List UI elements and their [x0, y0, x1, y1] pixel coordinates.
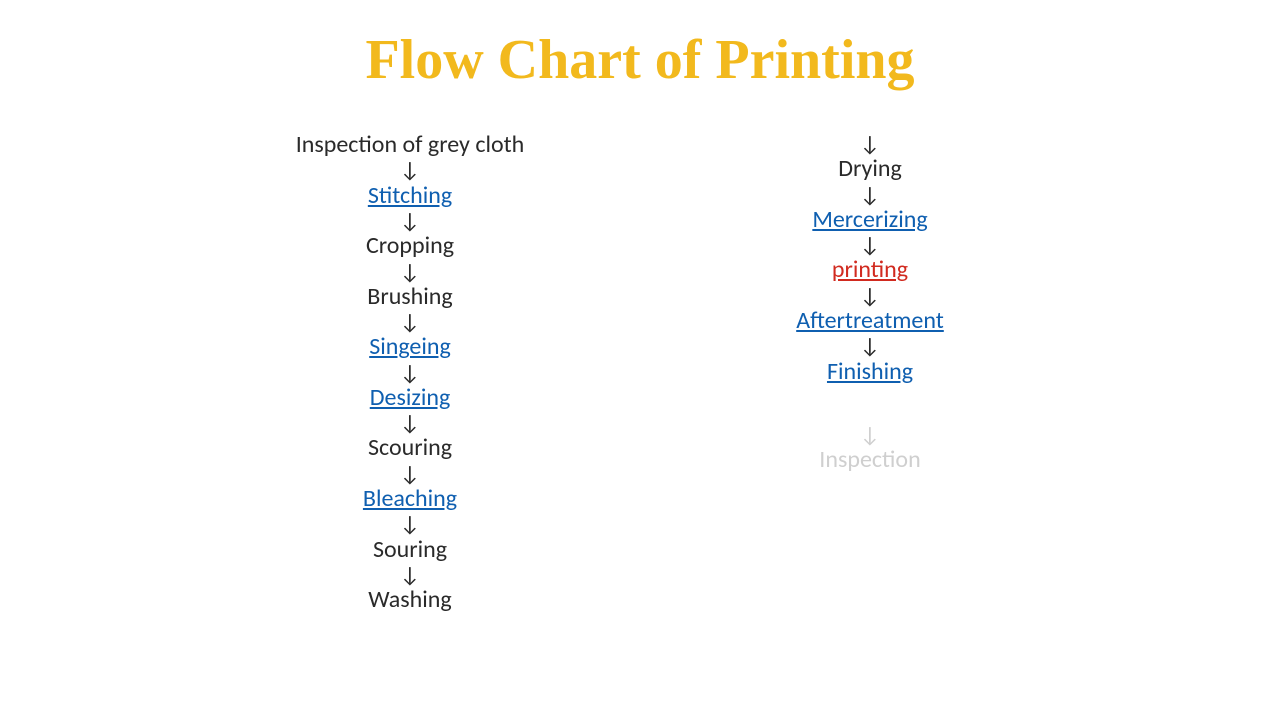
arrow-down-icon: ↓	[860, 132, 880, 156]
arrow-down-icon: ↓	[860, 334, 880, 358]
flowchart-container: Inspection of grey cloth↓Stitching↓Cropp…	[0, 132, 1280, 614]
arrow-down-icon: ↓	[860, 233, 880, 257]
flowchart-step: Scouring	[368, 435, 452, 461]
arrow-down-icon: ↓	[400, 310, 420, 334]
arrow-down-icon: ↓	[400, 411, 420, 435]
arrow-down-icon: ↓	[860, 423, 880, 447]
flowchart-step[interactable]: printing	[832, 257, 908, 283]
flowchart-step: Inspection of grey cloth	[296, 132, 525, 158]
arrow-down-icon: ↓	[400, 260, 420, 284]
arrow-down-icon: ↓	[400, 462, 420, 486]
arrow-down-icon: ↓	[400, 361, 420, 385]
flowchart-step[interactable]: Desizing	[370, 385, 451, 411]
flowchart-step: Drying	[838, 156, 902, 182]
flowchart-step: Cropping	[366, 233, 454, 259]
flowchart-step: Brushing	[367, 284, 452, 310]
flowchart-step: Inspection	[819, 447, 920, 473]
flowchart-step[interactable]: Aftertreatment	[796, 308, 944, 334]
flowchart-step[interactable]: Finishing	[827, 359, 913, 385]
flowchart-column-right: ↓Drying↓Mercerizing↓printing↓Aftertreatm…	[720, 132, 1020, 614]
arrow-down-icon: ↓	[860, 284, 880, 308]
arrow-down-icon: ↓	[400, 209, 420, 233]
flowchart-step[interactable]: Singeing	[369, 334, 451, 360]
flowchart-column-left: Inspection of grey cloth↓Stitching↓Cropp…	[260, 132, 560, 614]
flowchart-step: Souring	[373, 537, 447, 563]
flowchart-step[interactable]: Mercerizing	[812, 207, 927, 233]
arrow-down-icon: ↓	[400, 563, 420, 587]
arrow-down-icon: ↓	[400, 512, 420, 536]
flowchart-step[interactable]: Bleaching	[363, 486, 457, 512]
page-title: Flow Chart of Printing	[0, 0, 1280, 92]
flowchart-step: Washing	[368, 587, 451, 613]
flowchart-step[interactable]: Stitching	[368, 183, 452, 209]
arrow-down-icon: ↓	[860, 183, 880, 207]
arrow-down-icon: ↓	[400, 158, 420, 182]
